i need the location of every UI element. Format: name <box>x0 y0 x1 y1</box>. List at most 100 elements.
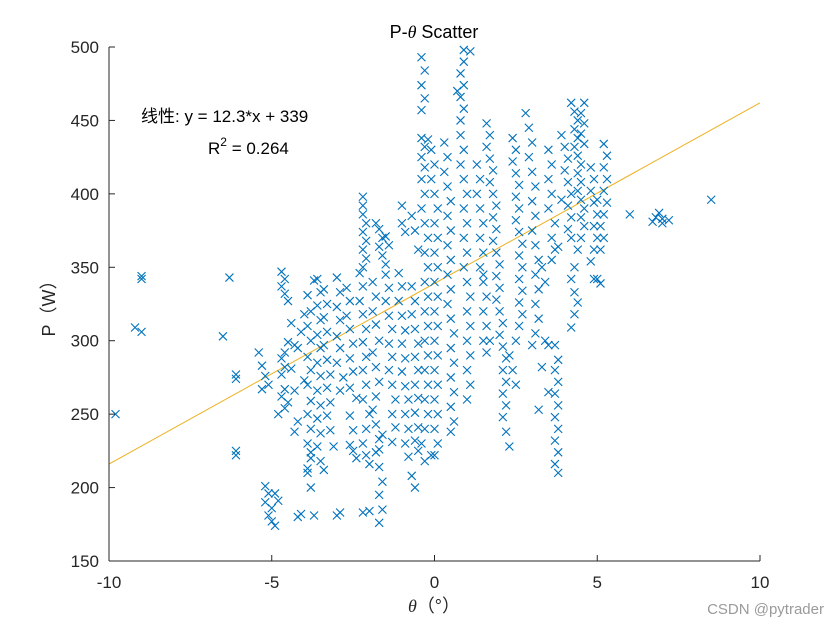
data-point <box>482 348 491 357</box>
data-point <box>335 386 345 396</box>
data-point <box>478 277 488 287</box>
data-point <box>511 192 521 202</box>
data-point <box>527 226 537 235</box>
data-point <box>130 323 140 332</box>
data-point <box>413 339 423 349</box>
data-point <box>573 151 583 161</box>
data-point <box>381 259 391 269</box>
data-point <box>527 167 537 177</box>
data-point <box>257 384 267 394</box>
data-point <box>596 279 605 288</box>
data-point <box>517 309 527 319</box>
data-point <box>566 274 576 284</box>
data-point <box>511 215 521 225</box>
data-point <box>495 259 504 269</box>
data-point <box>531 182 540 191</box>
data-point <box>312 301 322 310</box>
data-point <box>303 380 312 390</box>
data-point <box>498 365 508 375</box>
data-point <box>137 327 146 337</box>
data-point <box>264 489 273 498</box>
data-point <box>531 211 540 221</box>
data-point <box>446 343 456 353</box>
data-point <box>449 328 459 338</box>
data-point <box>420 424 430 434</box>
data-point <box>521 108 531 118</box>
data-point <box>654 208 664 218</box>
data-point <box>498 318 508 328</box>
data-point <box>589 221 599 231</box>
data-point <box>423 262 433 272</box>
data-point <box>544 174 553 184</box>
data-point <box>394 296 404 306</box>
data-point <box>465 380 475 390</box>
data-point <box>413 446 423 456</box>
data-point <box>446 226 456 235</box>
data-point <box>537 262 547 272</box>
data-point <box>508 157 518 166</box>
data-point <box>420 66 430 75</box>
data-point <box>462 365 472 375</box>
data-point <box>309 511 319 520</box>
data-point <box>557 130 566 140</box>
data-point <box>579 221 589 231</box>
data-point <box>368 277 378 287</box>
y-tick-label: 500 <box>71 38 99 57</box>
data-point <box>491 248 501 257</box>
data-point <box>527 138 537 147</box>
data-point <box>306 396 316 406</box>
data-point <box>316 371 325 381</box>
data-point <box>573 245 583 255</box>
watermark: CSDN @pytrader <box>707 601 824 618</box>
data-point <box>517 262 527 272</box>
data-point <box>602 174 612 184</box>
y-ticks: 150 200 250 300 350 400 450 500 <box>71 38 115 571</box>
data-point <box>342 311 352 321</box>
data-point <box>371 218 381 228</box>
data-point <box>550 389 560 398</box>
data-point <box>433 204 443 213</box>
data-point <box>511 168 521 178</box>
data-point <box>368 306 378 316</box>
data-point <box>553 468 563 478</box>
data-point <box>384 365 394 375</box>
data-point <box>286 318 296 328</box>
data-point <box>358 395 368 404</box>
data-point <box>332 358 342 368</box>
data-point <box>277 281 286 291</box>
data-point <box>544 340 553 350</box>
data-point <box>361 380 371 390</box>
data-point <box>498 389 508 398</box>
data-point <box>218 331 228 341</box>
data-point <box>410 352 420 362</box>
data-point <box>378 251 387 260</box>
data-point <box>322 383 332 393</box>
data-point <box>566 233 576 243</box>
data-point <box>586 257 596 266</box>
data-point <box>599 233 609 243</box>
data-point <box>531 328 540 338</box>
data-point <box>586 163 596 172</box>
data-point <box>303 409 312 419</box>
data-point <box>465 351 475 360</box>
data-point <box>547 255 557 265</box>
data-point <box>394 268 404 278</box>
data-point <box>299 309 309 319</box>
data-point <box>306 365 316 375</box>
data-point <box>387 409 397 419</box>
data-point <box>299 375 309 385</box>
data-point <box>433 380 443 390</box>
data-point <box>312 442 322 451</box>
y-tick-label: 300 <box>71 332 99 351</box>
data-point <box>306 483 316 492</box>
data-point <box>511 336 521 346</box>
data-point <box>355 268 365 278</box>
data-point <box>550 218 560 228</box>
data-point <box>267 503 277 513</box>
data-point <box>231 370 241 379</box>
data-point <box>417 52 426 62</box>
data-point <box>579 139 589 149</box>
data-point <box>322 355 332 365</box>
data-point <box>384 311 394 321</box>
data-point <box>426 145 436 155</box>
